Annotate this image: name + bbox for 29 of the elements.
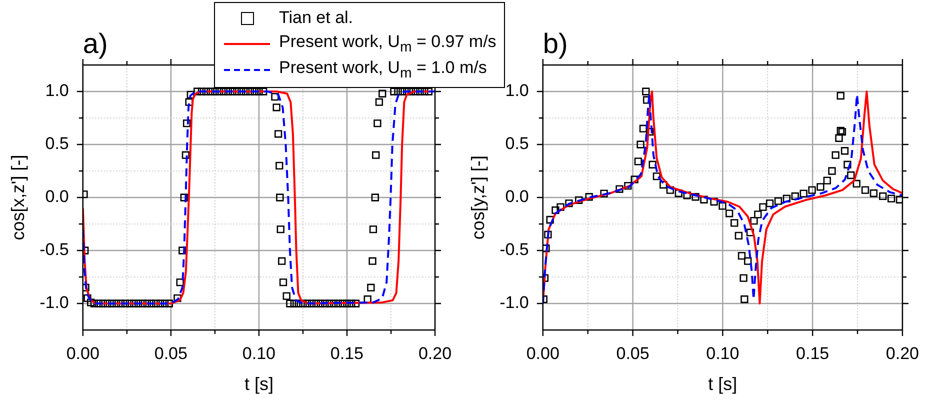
y-tick-label: -1.0 [40,293,69,312]
x-tick-label: 0.05 [616,344,650,363]
x-tick-label: 0.15 [796,344,830,363]
chart-title: b) [542,28,568,59]
legend-label: Tian et al. [279,8,354,28]
x-tick-label: 0.10 [706,344,740,363]
legend-label: Present work, U$_{m}$ = 1.0 m/s [279,58,487,82]
y-axis-title: cos[x,z'] [-] [8,154,28,240]
x-axis-title: t [s] [708,374,738,394]
x-axis-title: t [s] [244,374,274,394]
y-tick-label: -0.5 [40,240,69,260]
y-tick-label: 0.5 [45,134,69,154]
y-tick-label: 0.0 [505,187,529,206]
chart-title: a) [82,28,108,59]
x-tick-label: 0.10 [242,344,276,363]
y-tick-label: 0.5 [505,134,529,154]
legend-label: Present work, U$_{m}$ = 0.97 m/s [279,32,496,56]
x-tick-label: 0.05 [154,344,188,363]
y-tick-label: 1.0 [45,81,69,100]
x-tick-label: 0.00 [66,344,100,363]
x-tick-label: 0.00 [526,344,560,363]
y-tick-label: 0.0 [45,187,69,206]
y-tick-label: -1.0 [500,293,529,312]
x-tick-label: 0.15 [330,344,364,363]
x-tick-label: 0.20 [418,344,452,363]
y-tick-label: -0.5 [500,240,529,260]
y-axis-title: cos[y,z'] [-] [468,155,488,240]
y-tick-label: 1.0 [505,81,529,100]
x-tick-label: 0.20 [886,344,920,363]
